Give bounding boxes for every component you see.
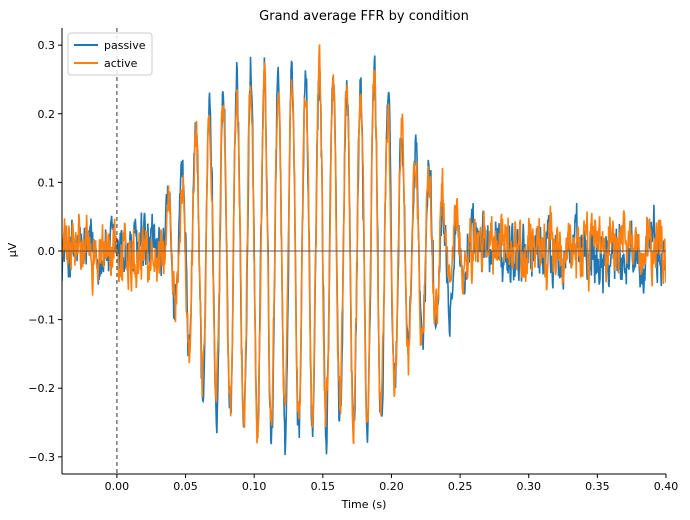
- legend-box: [67, 32, 153, 76]
- x-tick-label: 0.05: [173, 480, 198, 493]
- plot-area: [62, 28, 666, 474]
- legend-label-passive: passive: [104, 39, 146, 52]
- chart-title: Grand average FFR by condition: [259, 9, 469, 24]
- series-line-active: [62, 44, 666, 445]
- legend: passive active: [67, 32, 153, 76]
- x-tick-label: 0.15: [311, 480, 336, 493]
- legend-label-active: active: [104, 57, 138, 70]
- y-tick-label: 0.2: [38, 108, 56, 121]
- y-tick-label: −0.1: [28, 314, 55, 327]
- axes: 0.00 0.05 0.10 0.15 0.20 0.25 0.30 0.35 0.40 −0.3…: [28, 28, 678, 493]
- y-tick-label: −0.3: [28, 451, 55, 464]
- x-tick-label: 0.35: [585, 480, 610, 493]
- y-axis-label: µV: [6, 242, 19, 257]
- y-tick-label: 0.0: [38, 245, 56, 258]
- x-tick-label: 0.25: [448, 480, 473, 493]
- x-axis-label: Time (s): [341, 498, 387, 511]
- y-tick-label: −0.2: [28, 382, 55, 395]
- y-tick-label: 0.3: [38, 39, 56, 52]
- x-tick-label: 0.10: [242, 480, 267, 493]
- y-tick-label: 0.1: [38, 176, 56, 189]
- x-tick-label: 0.00: [105, 480, 130, 493]
- x-tick-label: 0.20: [379, 480, 404, 493]
- x-tick-label: 0.40: [654, 480, 679, 493]
- x-tick-label: 0.30: [516, 480, 541, 493]
